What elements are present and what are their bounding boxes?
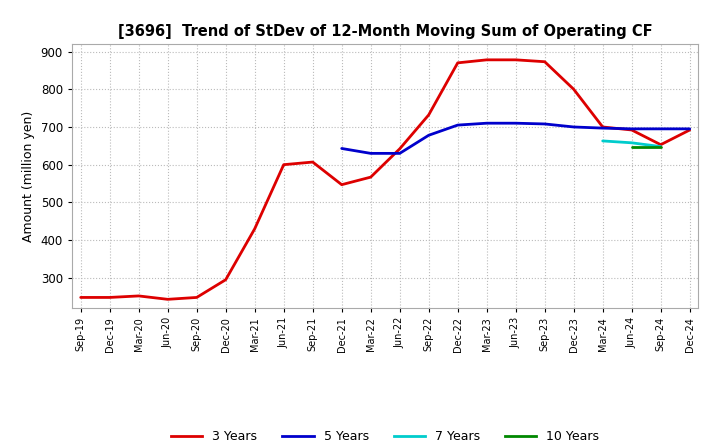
3 Years — [76, 295, 85, 300]
3 Years — [685, 127, 694, 132]
3 Years — [279, 162, 288, 167]
5 Years — [598, 125, 607, 131]
Line: 5 Years: 5 Years — [342, 123, 690, 154]
3 Years — [366, 175, 375, 180]
7 Years — [598, 138, 607, 143]
5 Years — [685, 126, 694, 132]
Y-axis label: Amount (million yen): Amount (million yen) — [22, 110, 35, 242]
3 Years — [570, 87, 578, 92]
5 Years — [338, 146, 346, 151]
5 Years — [570, 125, 578, 130]
3 Years — [482, 57, 491, 62]
3 Years — [541, 59, 549, 64]
3 Years — [221, 277, 230, 282]
10 Years — [627, 144, 636, 149]
Line: 7 Years: 7 Years — [603, 141, 661, 147]
3 Years — [251, 226, 259, 231]
3 Years — [454, 60, 462, 66]
3 Years — [105, 295, 114, 300]
5 Years — [482, 121, 491, 126]
3 Years — [135, 293, 143, 299]
5 Years — [541, 121, 549, 127]
5 Years — [424, 132, 433, 138]
5 Years — [511, 121, 520, 126]
3 Years — [511, 57, 520, 62]
Legend: 3 Years, 5 Years, 7 Years, 10 Years: 3 Years, 5 Years, 7 Years, 10 Years — [166, 425, 604, 440]
3 Years — [163, 297, 172, 302]
5 Years — [395, 151, 404, 156]
3 Years — [338, 182, 346, 187]
3 Years — [308, 159, 317, 165]
3 Years — [598, 125, 607, 130]
3 Years — [395, 146, 404, 151]
5 Years — [454, 122, 462, 128]
3 Years — [627, 127, 636, 132]
3 Years — [424, 112, 433, 117]
7 Years — [627, 140, 636, 146]
10 Years — [657, 144, 665, 149]
Line: 3 Years: 3 Years — [81, 60, 690, 299]
3 Years — [657, 142, 665, 147]
5 Years — [657, 126, 665, 132]
3 Years — [192, 295, 201, 300]
Title: [3696]  Trend of StDev of 12-Month Moving Sum of Operating CF: [3696] Trend of StDev of 12-Month Moving… — [118, 24, 652, 39]
5 Years — [366, 151, 375, 156]
7 Years — [657, 144, 665, 149]
5 Years — [627, 126, 636, 132]
